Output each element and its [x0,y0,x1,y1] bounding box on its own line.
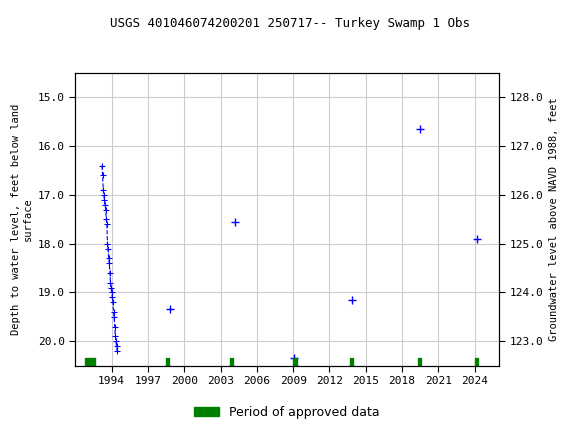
Bar [474,358,478,366]
Bar [85,358,95,366]
Bar [293,358,298,366]
Bar [350,358,353,366]
Y-axis label: Groundwater level above NAVD 1988, feet: Groundwater level above NAVD 1988, feet [549,98,559,341]
Legend: Period of approved data: Period of approved data [189,401,385,424]
Text: USGS 401046074200201 250717-- Turkey Swamp 1 Obs: USGS 401046074200201 250717-- Turkey Swa… [110,17,470,30]
Bar [230,358,233,366]
Y-axis label: Depth to water level, feet below land
surface: Depth to water level, feet below land su… [11,104,32,335]
Text: ≡USGS: ≡USGS [12,16,70,35]
Bar [418,358,420,366]
Bar [166,358,169,366]
